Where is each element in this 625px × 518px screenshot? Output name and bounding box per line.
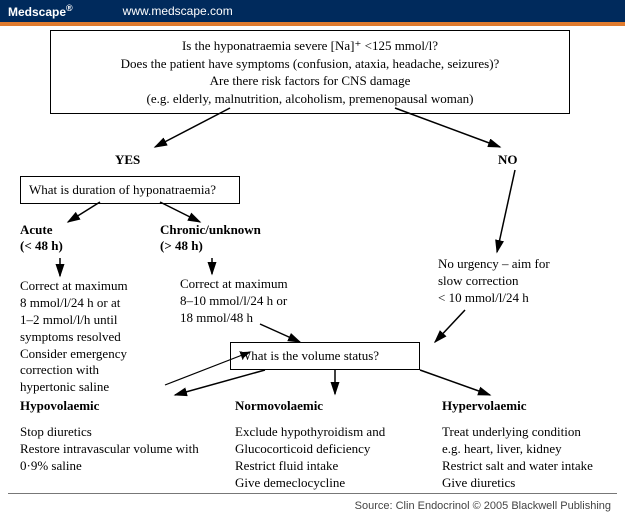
header-url: www.medscape.com	[123, 4, 233, 18]
top-q-line: (e.g. elderly, malnutrition, alcoholism,…	[63, 90, 557, 108]
page-header: Medscape® www.medscape.com	[0, 0, 625, 22]
hyper-treatment: Treat underlying conditione.g. heart, li…	[442, 424, 593, 492]
acute-treatment: Correct at maximum8 mmol/l/24 h or at1–2…	[20, 278, 128, 396]
normo-treatment: Exclude hypothyroidism andGlucocorticoid…	[235, 424, 385, 492]
footer-rule	[8, 493, 617, 494]
top-q-line: Does the patient have symptoms (confusio…	[63, 55, 557, 73]
hypervolaemic-title: Hypervolaemic	[442, 398, 526, 414]
no-treatment: No urgency – aim forslow correction< 10 …	[438, 256, 550, 307]
hypovolaemic-title: Hypovolaemic	[20, 398, 99, 414]
top-q-line: Are there risk factors for CNS damage	[63, 72, 557, 90]
chronic-treatment: Correct at maximum8–10 mmol/l/24 h or18 …	[180, 276, 288, 327]
top-question-box: Is the hyponatraemia severe [Na]⁺ <125 m…	[50, 30, 570, 114]
duration-question-box: What is duration of hyponatraemia?	[20, 176, 240, 204]
top-q-line: Is the hyponatraemia severe [Na]⁺ <125 m…	[63, 37, 557, 55]
hypo-treatment: Stop diureticsRestore intravascular volu…	[20, 424, 199, 475]
acute-heading: Acute(< 48 h)	[20, 222, 63, 253]
source-footer: Source: Clin Endocrinol © 2005 Blackwell…	[355, 500, 611, 512]
yes-label: YES	[115, 152, 140, 168]
flowchart: Is the hyponatraemia severe [Na]⁺ <125 m…	[0, 26, 625, 486]
volume-question-box: What is the volume status?	[230, 342, 420, 370]
normovolaemic-title: Normovolaemic	[235, 398, 323, 414]
brand-name: Medscape®	[8, 3, 73, 19]
chronic-heading: Chronic/unknown(> 48 h)	[160, 222, 261, 253]
no-label: NO	[498, 152, 518, 168]
